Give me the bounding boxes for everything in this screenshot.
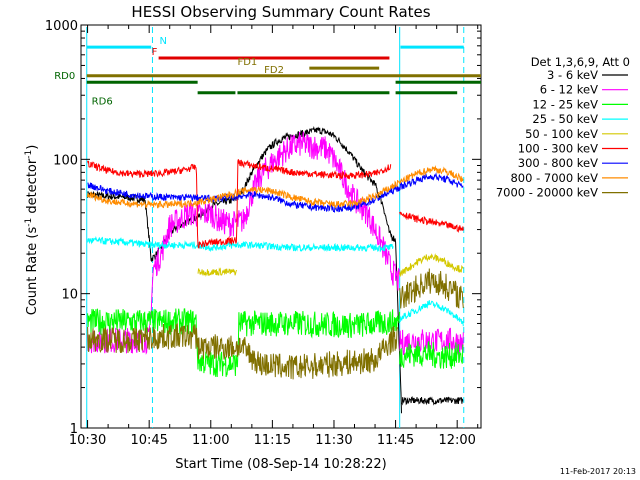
legend-entry-label: 7000 - 20000 keV	[496, 186, 598, 200]
chart-title: HESSI Observing Summary Count Rates	[131, 3, 430, 21]
flag-label-f: F	[152, 47, 158, 58]
series-line-25-50-post	[399, 300, 464, 327]
series-line-3-6-post	[401, 396, 464, 406]
y-axis-label-sup: -1	[24, 218, 34, 227]
y-axis-label-sup2: -1	[24, 150, 34, 159]
flag-label-rd6: RD6	[92, 97, 113, 108]
flag-label-fd1: FD1	[237, 57, 257, 68]
y-axis-label-end: )	[25, 145, 40, 150]
x-tick-label: 10:45	[130, 433, 167, 448]
series-line-7000-20000	[87, 323, 399, 380]
x-tick-label: 10:30	[69, 433, 106, 448]
legend-entry-label: 12 - 25 keV	[532, 97, 598, 111]
flag-label-fd2: FD2	[264, 65, 284, 76]
x-tick-label: 11:45	[377, 433, 414, 448]
x-axis-label: Start Time (08-Sep-14 10:28:22)	[175, 457, 386, 472]
series-line-25-50	[87, 235, 394, 253]
y-axis-label-mid: detector	[25, 158, 40, 218]
legend-entry-label: 100 - 300 keV	[518, 142, 598, 156]
series-line-300-800	[87, 172, 464, 213]
legend-title: Det 1,3,6,9, Att 0	[531, 55, 630, 69]
legend-entry-label: 6 - 12 keV	[540, 83, 598, 97]
y-tick-label: 100	[53, 153, 78, 168]
series-line-50-100-post	[399, 253, 464, 277]
series-line-100-300	[87, 159, 392, 249]
series-line-12-25	[87, 308, 400, 378]
series-line-50-100	[197, 267, 238, 277]
flag-label-rd0: RD0	[54, 71, 75, 82]
y-axis-label-main: Count Rate (s	[25, 227, 40, 316]
y-tick-label: 10	[61, 288, 78, 303]
x-tick-label: 11:15	[254, 433, 291, 448]
x-axis-ticks: 10:30 10:45 11:00 11:15 11:30 11:45 12:00	[69, 25, 479, 448]
legend-entry-label: 300 - 800 keV	[518, 156, 598, 170]
series-line-3-6	[87, 125, 402, 414]
series-lines	[87, 125, 464, 414]
plot-frame	[80, 24, 482, 429]
legend-entry-label: 800 - 7000 keV	[510, 171, 598, 185]
y-tick-label: 1000	[45, 19, 78, 34]
legend-entry-label: 50 - 100 keV	[525, 127, 598, 141]
y-axis-ticks: 1 10 100 1000	[45, 19, 481, 437]
x-tick-label: 11:00	[192, 433, 229, 448]
x-tick-label: 11:30	[315, 433, 352, 448]
legend-entry-label: 3 - 6 keV	[547, 68, 598, 82]
series-line-800-7000	[87, 165, 464, 209]
series-line-12-25-post	[399, 340, 464, 369]
legend-entry-label: 25 - 50 keV	[532, 112, 598, 126]
y-axis-label: Count Rate (s-1 detector-1)	[24, 145, 40, 316]
x-tick-label: 12:00	[438, 433, 475, 448]
flag-bars: NF FD1 FD2 RD0 RD6	[54, 36, 481, 108]
y-tick-label: 1	[70, 422, 78, 437]
plot-timestamp: 11-Feb-2017 20:13	[560, 467, 636, 476]
flag-label-n: N	[159, 36, 166, 47]
series-line-7000-20000-post	[399, 268, 464, 309]
series-line-100-300-post	[399, 211, 464, 233]
